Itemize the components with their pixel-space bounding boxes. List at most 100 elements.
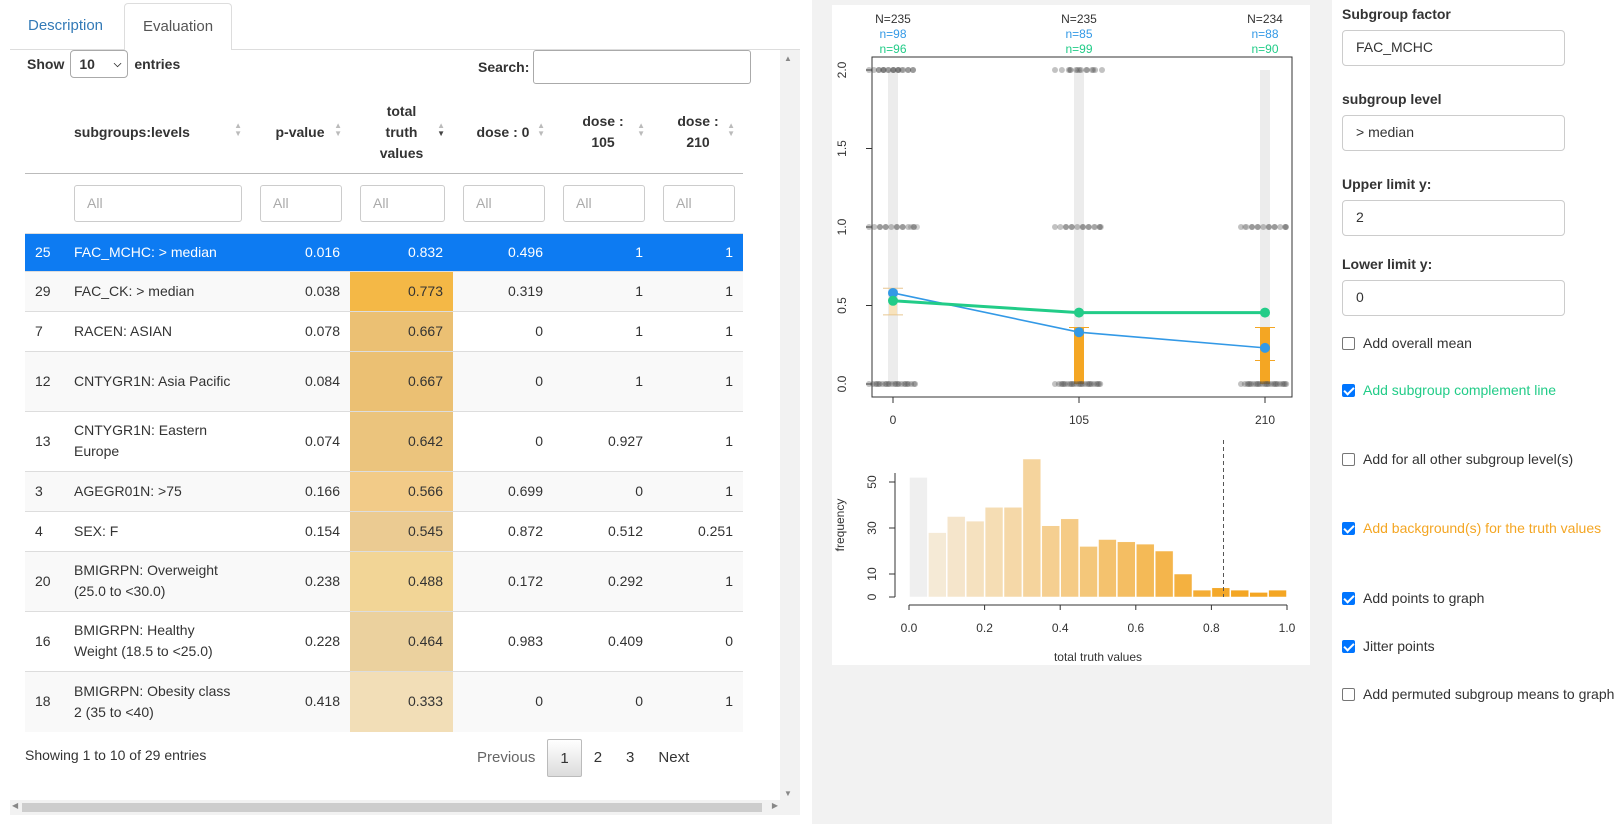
filter-input-dose-0[interactable]: All	[463, 184, 545, 222]
header-total-truth[interactable]: total truth values ▲ ▼	[350, 92, 453, 174]
table-row[interactable]: 20 BMIGRPN: Overweight (25.0 to <30.0) 0.2…	[25, 550, 743, 611]
hist-bar	[947, 516, 966, 598]
table-row[interactable]: 29 FAC_CK: > median 0.038 0.773 0.319 1 1	[25, 270, 743, 311]
subgroup-cell: CNTYGR1N: Asia Pacific	[64, 350, 250, 411]
filter-input-dose-210[interactable]: All	[663, 184, 735, 222]
checkbox-unchecked-icon[interactable]	[1342, 688, 1355, 701]
page-button-3[interactable]: 3	[626, 749, 635, 766]
header-dose-105[interactable]: dose : 105 ▲ ▼	[553, 92, 653, 174]
data-point	[891, 381, 898, 387]
table-row[interactable]: 7 RACEN: ASIAN 0.078 0.667 0 1 1	[25, 310, 743, 351]
y-tick-label: 0.5	[835, 297, 849, 314]
header-subgroups[interactable]: subgroups:levels ▲ ▼	[64, 92, 250, 174]
data-point	[1085, 224, 1092, 230]
subgroup-level-input[interactable]: > median	[1342, 115, 1565, 151]
table-row[interactable]: 13 CNTYGR1N: Eastern Europe 0.074 0.642 0 0.9…	[25, 410, 743, 471]
tab-description[interactable]: Description	[28, 17, 104, 34]
checkbox-label: Add overall mean	[1363, 335, 1472, 351]
page-button-1[interactable]: 1	[547, 739, 582, 777]
vertical-scrollbar[interactable]: ▲ ▼	[780, 50, 796, 800]
page-button-2[interactable]: 2	[593, 749, 603, 766]
filter-cell: All	[350, 173, 453, 234]
previous-button[interactable]: Previous	[477, 749, 536, 766]
data-point	[886, 381, 893, 387]
data-point	[1070, 381, 1077, 387]
upper-limit-label: Upper limit y:	[1342, 176, 1432, 192]
data-point	[1079, 224, 1086, 230]
checkbox-checked-icon[interactable]	[1342, 640, 1355, 653]
header-dose-0[interactable]: dose : 0 ▲ ▼	[453, 92, 553, 174]
table-row[interactable]: 4 SEX: F 0.154 0.545 0.872 0.512 0.251	[25, 510, 743, 551]
filter-input-total[interactable]: All	[360, 184, 445, 222]
checkbox-option[interactable]: Add points to graph	[1342, 588, 1617, 609]
filter-input-dose-105[interactable]: All	[563, 184, 645, 222]
hist-x-tick-label: 1.0	[1279, 621, 1296, 635]
horizontal-scrollbar[interactable]: ◀ ▶	[10, 800, 780, 815]
checkbox-checked-icon[interactable]	[1342, 592, 1355, 605]
scroll-up-icon[interactable]: ▲	[784, 54, 792, 63]
data-point	[899, 224, 906, 230]
hist-bar	[1003, 507, 1023, 598]
subgroup-factor-input[interactable]: FAC_MCHC	[1342, 30, 1565, 66]
datatable: Show 10 ⌵ entries Search:	[10, 50, 780, 800]
data-point	[1076, 67, 1083, 73]
data-point	[883, 381, 890, 387]
checkbox-option[interactable]: Add permuted subgroup means to graph	[1342, 684, 1617, 705]
table-row[interactable]: 12 CNTYGR1N: Asia Pacific 0.084 0.667 0 1 1	[25, 350, 743, 411]
data-point	[875, 67, 882, 73]
dose-105-cell: 0.512	[553, 510, 653, 551]
header-id	[25, 92, 64, 174]
table-row[interactable]: 18 BMIGRPN: Obesity class 2 (35 to <40) 0.…	[25, 670, 743, 732]
series-point	[1260, 342, 1270, 353]
data-point	[911, 381, 917, 387]
header-dose-210[interactable]: dose : 210 ▲ ▼	[653, 92, 743, 174]
data-point	[1263, 381, 1270, 387]
complement-n-label: n=96	[879, 42, 906, 56]
filter-input-pvalue[interactable]: All	[260, 184, 342, 222]
table-body: 25 FAC_MCHC: > median 0.016 0.832 0.496 1 1 29 F…	[25, 232, 743, 732]
table-row[interactable]: 16 BMIGRPN: Healthy Weight (18.5 to <25.0…	[25, 610, 743, 671]
row-id-cell: 3	[25, 470, 64, 511]
checkbox-option[interactable]: Add overall mean	[1342, 333, 1617, 354]
background-bar	[1074, 70, 1084, 384]
checkbox-checked-icon[interactable]	[1342, 522, 1355, 535]
upper-limit-input[interactable]: 2	[1342, 200, 1565, 236]
scroll-left-icon[interactable]: ◀	[12, 801, 19, 810]
data-point	[905, 67, 912, 73]
checkbox-option[interactable]: Add for all other subgroup level(s)	[1342, 449, 1617, 470]
entries-select[interactable]: 10 ⌵	[70, 50, 129, 78]
checkbox-option[interactable]: Add background(s) for the truth values	[1342, 518, 1617, 539]
checkbox-unchecked-icon[interactable]	[1342, 337, 1355, 350]
data-point	[1250, 381, 1257, 387]
checkbox-option[interactable]: Jitter points	[1342, 636, 1617, 657]
pvalue-cell: 0.016	[250, 232, 350, 271]
scroll-right-icon[interactable]: ▶	[771, 801, 778, 810]
scroll-down-icon[interactable]: ▼	[784, 789, 792, 798]
dose-210-cell: 1	[653, 350, 743, 411]
data-point	[866, 224, 872, 230]
group-N-label: N=235	[1061, 12, 1097, 26]
filter-input-subgroups[interactable]: All	[74, 184, 242, 222]
table-row[interactable]: 25 FAC_MCHC: > median 0.016 0.832 0.496 1 1	[25, 232, 743, 271]
row-id-cell: 20	[25, 550, 64, 611]
data-point	[1271, 224, 1278, 230]
checkbox-checked-icon[interactable]	[1342, 384, 1355, 397]
checkbox-unchecked-icon[interactable]	[1342, 453, 1355, 466]
data-point	[1067, 67, 1074, 73]
data-point	[1254, 381, 1261, 387]
data-point	[1097, 381, 1104, 387]
scroll-thumb[interactable]	[22, 803, 762, 812]
data-point	[1084, 67, 1090, 73]
data-point	[1261, 381, 1268, 387]
lower-limit-input[interactable]: 0	[1342, 280, 1565, 316]
tab-evaluation[interactable]: Evaluation	[124, 3, 233, 51]
entries-label: entries	[134, 56, 181, 72]
checkbox-option[interactable]: Add subgroup complement line	[1342, 380, 1617, 401]
table-row[interactable]: 3 AGEGR01N: >75 0.166 0.566 0.699 0 1	[25, 470, 743, 511]
truth-bar	[1074, 327, 1084, 384]
x-tick-label: 105	[1069, 413, 1089, 427]
header-pvalue[interactable]: p-value ▲ ▼	[250, 92, 350, 174]
next-button[interactable]: Next	[658, 749, 690, 766]
search-input[interactable]	[533, 50, 752, 84]
dose-105-cell: 0.292	[553, 550, 653, 611]
